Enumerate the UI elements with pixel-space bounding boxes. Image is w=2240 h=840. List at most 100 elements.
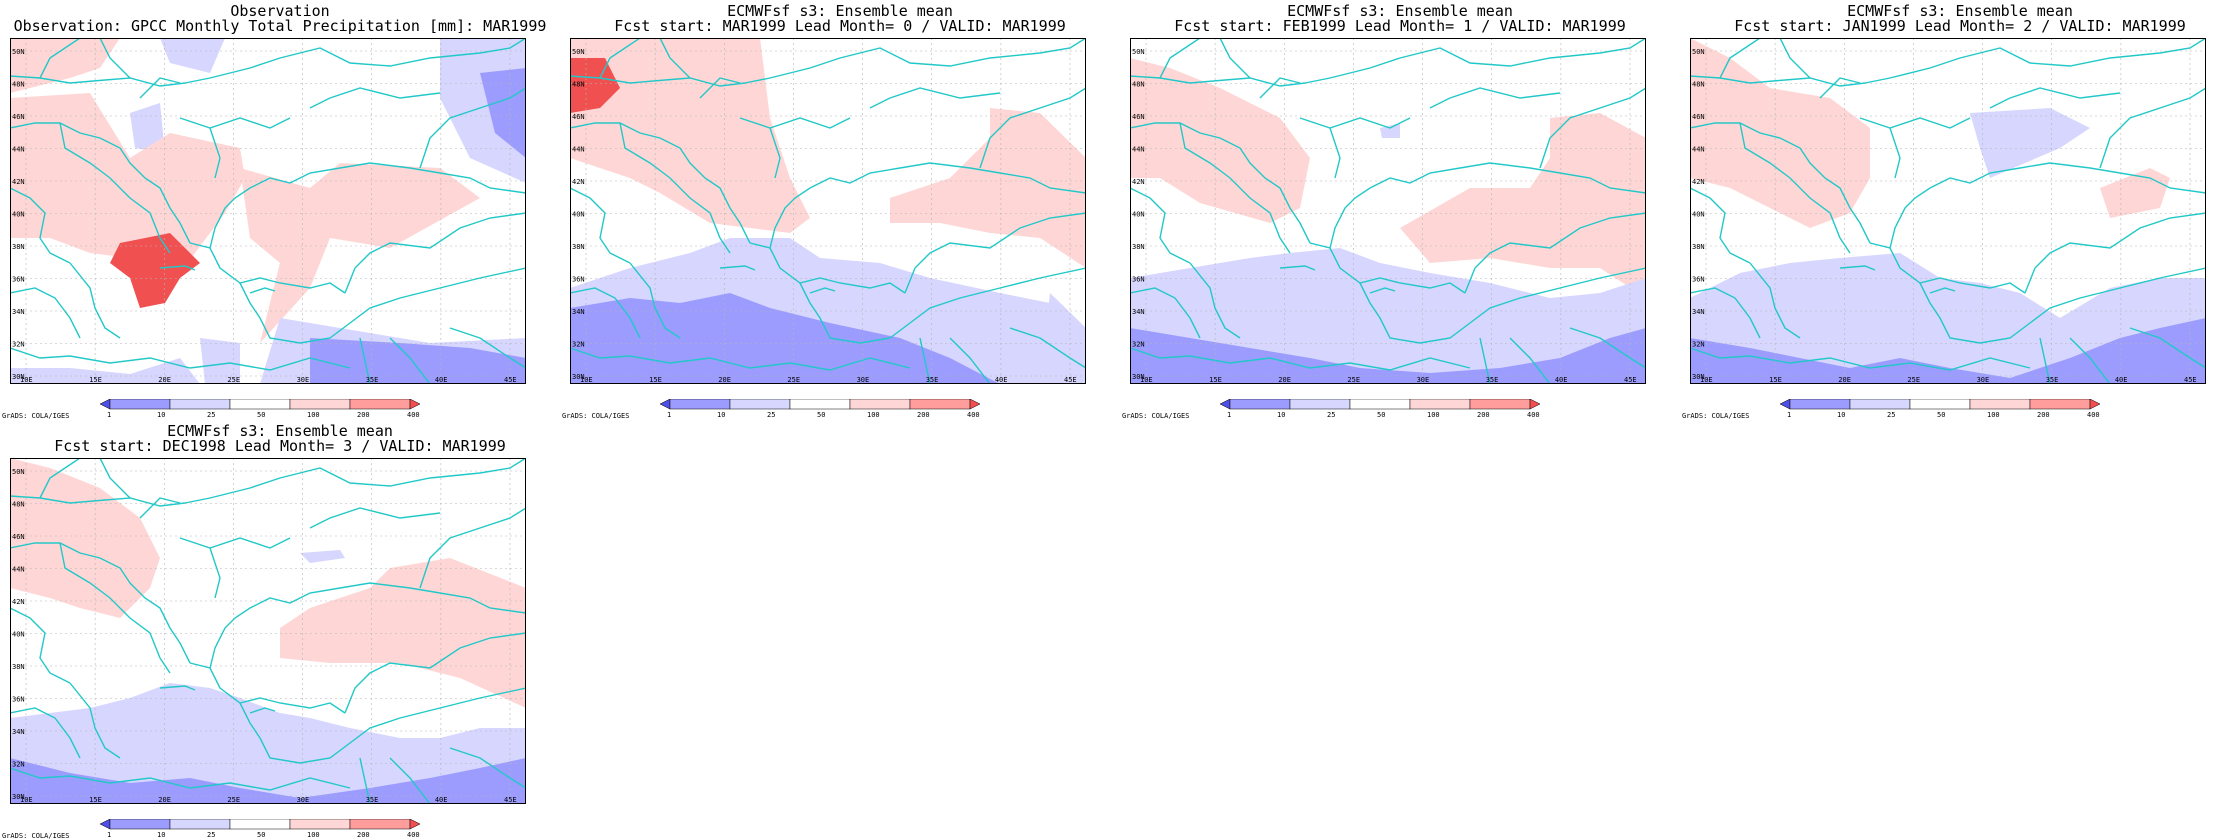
colorbar-tick-label: 100 bbox=[1987, 411, 2000, 419]
precip-area bbox=[10, 758, 526, 804]
colorbar-left-arrow bbox=[1220, 399, 1231, 410]
map-panel-2: ECMWFsf s3: Ensemble mean Fcst start: MA… bbox=[560, 0, 1120, 420]
lat-label: 46N bbox=[1132, 113, 1145, 121]
precip-area bbox=[10, 683, 526, 804]
coastline bbox=[1130, 187, 1191, 264]
precip-map: 30N 32N 34N 36N 38N 40N 42N 44N 46N 48N 50N 10E 15E… bbox=[10, 38, 526, 384]
lat-label: 46N bbox=[1692, 113, 1705, 121]
panel-subtitle: Observation: GPCC Monthly Total Precipit… bbox=[13, 17, 547, 35]
lat-label: 42N bbox=[12, 598, 25, 606]
lat-label: 30N bbox=[1132, 373, 1145, 381]
lat-label: 32N bbox=[1692, 341, 1705, 349]
colorbar-tick-label: 25 bbox=[207, 831, 216, 839]
coastline bbox=[239, 687, 526, 764]
coastline bbox=[979, 87, 1086, 169]
lon-label: 35E bbox=[1486, 376, 1499, 384]
precip-area bbox=[10, 458, 160, 618]
lat-label: 42N bbox=[1132, 178, 1145, 186]
precip-area bbox=[1970, 108, 2090, 178]
lon-label: 40E bbox=[995, 376, 1008, 384]
colorbar-right-arrow bbox=[2089, 399, 2100, 410]
coastline bbox=[869, 87, 1001, 109]
graticule bbox=[10, 38, 526, 384]
coastline bbox=[419, 507, 526, 589]
coastline bbox=[1329, 162, 1646, 249]
coastline bbox=[10, 187, 71, 264]
coastline bbox=[1479, 337, 1491, 384]
colorbar-swatch bbox=[1409, 399, 1471, 410]
colorbar bbox=[660, 399, 980, 410]
lon-label: 25E bbox=[227, 796, 240, 804]
colorbar-swatch bbox=[169, 399, 231, 410]
coastline bbox=[744, 38, 1086, 84]
coastline bbox=[1304, 38, 1646, 84]
coastline bbox=[1864, 38, 2206, 84]
precip-area bbox=[1690, 253, 2206, 384]
colorbar-tick-label: 10 bbox=[157, 831, 166, 839]
coastline bbox=[1189, 262, 1241, 339]
coastline bbox=[69, 262, 121, 339]
coastline bbox=[419, 87, 526, 169]
coastline bbox=[209, 582, 526, 669]
grads-credit: GrADS: COLA/IGES bbox=[1682, 412, 1750, 420]
lat-label: 40N bbox=[572, 211, 585, 219]
lat-label: 46N bbox=[12, 113, 25, 121]
lon-label: 35E bbox=[2046, 376, 2059, 384]
precip-area bbox=[200, 338, 240, 384]
colorbar-tick-label: 400 bbox=[407, 831, 420, 839]
coastline bbox=[1539, 87, 1646, 169]
colorbar-swatch bbox=[729, 399, 791, 410]
colorbar-tick-label: 1 bbox=[667, 411, 672, 419]
coastline bbox=[39, 458, 81, 499]
colorbar-tick-label: 1 bbox=[107, 411, 112, 419]
lon-label: 30E bbox=[297, 796, 310, 804]
colorbar-tick-label: 400 bbox=[407, 411, 420, 419]
coastline bbox=[10, 122, 191, 244]
coastline bbox=[10, 287, 81, 339]
panel-subtitle: Fcst start: DEC1998 Lead Month= 3 / VALI… bbox=[54, 437, 506, 455]
latitude-labels: 30N 32N 34N 36N 38N 40N 42N 44N 46N 48N 50N bbox=[572, 48, 585, 381]
coastline bbox=[179, 537, 291, 549]
latitude-labels: 30N 32N 34N 36N 38N 40N 42N 44N 46N 48N 50N bbox=[1692, 48, 1705, 381]
coastline bbox=[159, 685, 196, 691]
precip-area bbox=[10, 38, 120, 93]
lon-label: 35E bbox=[926, 376, 939, 384]
coastline bbox=[209, 127, 221, 179]
lon-label: 30E bbox=[297, 376, 310, 384]
coastline bbox=[570, 287, 641, 339]
lon-label: 20E bbox=[1838, 376, 1851, 384]
colorbar-left-arrow bbox=[100, 399, 111, 410]
precip-map: 30N 32N 34N 36N 38N 40N 42N 44N 46N 48N 50N 10E 15E… bbox=[1690, 38, 2206, 384]
coastline bbox=[1509, 337, 1551, 384]
colorbar-right-arrow bbox=[1529, 399, 1540, 410]
lat-label: 34N bbox=[12, 308, 25, 316]
coastline bbox=[769, 162, 1086, 249]
lat-label: 36N bbox=[12, 276, 25, 284]
lat-label: 32N bbox=[12, 341, 25, 349]
coastline bbox=[1749, 262, 1801, 339]
colorbar-tick-label: 1 bbox=[107, 831, 112, 839]
precip-shading bbox=[10, 38, 526, 384]
coastline bbox=[184, 38, 526, 84]
coastline bbox=[2039, 337, 2051, 384]
colorbar-tick-label: 100 bbox=[307, 831, 320, 839]
lat-label: 44N bbox=[572, 146, 585, 154]
coastline bbox=[309, 87, 441, 109]
coastline bbox=[1690, 122, 1871, 244]
colorbar-tick-label: 50 bbox=[1377, 411, 1386, 419]
lat-label: 48N bbox=[12, 501, 25, 509]
map-panel-3: ECMWFsf s3: Ensemble mean Fcst start: FE… bbox=[1120, 0, 1680, 420]
longitude-labels: 10E 15E 20E 25E 30E 35E 40E 45E bbox=[1700, 376, 2197, 384]
coastline bbox=[1309, 242, 1466, 294]
colorbar-swatch bbox=[229, 399, 291, 410]
colorbar-swatch bbox=[1789, 399, 1851, 410]
lat-label: 36N bbox=[1692, 276, 1705, 284]
lon-label: 20E bbox=[158, 376, 171, 384]
colorbar-tick-label: 200 bbox=[917, 411, 930, 419]
latitude-labels: 30N 32N 34N 36N 38N 40N 42N 44N 46N 48N 50N bbox=[12, 468, 25, 801]
coastline bbox=[1739, 122, 1851, 254]
longitude-labels: 10E 15E 20E 25E 30E 35E 40E 45E bbox=[580, 376, 1077, 384]
lat-label: 40N bbox=[1132, 211, 1145, 219]
coastline bbox=[1009, 327, 1086, 369]
coastline bbox=[10, 542, 191, 664]
